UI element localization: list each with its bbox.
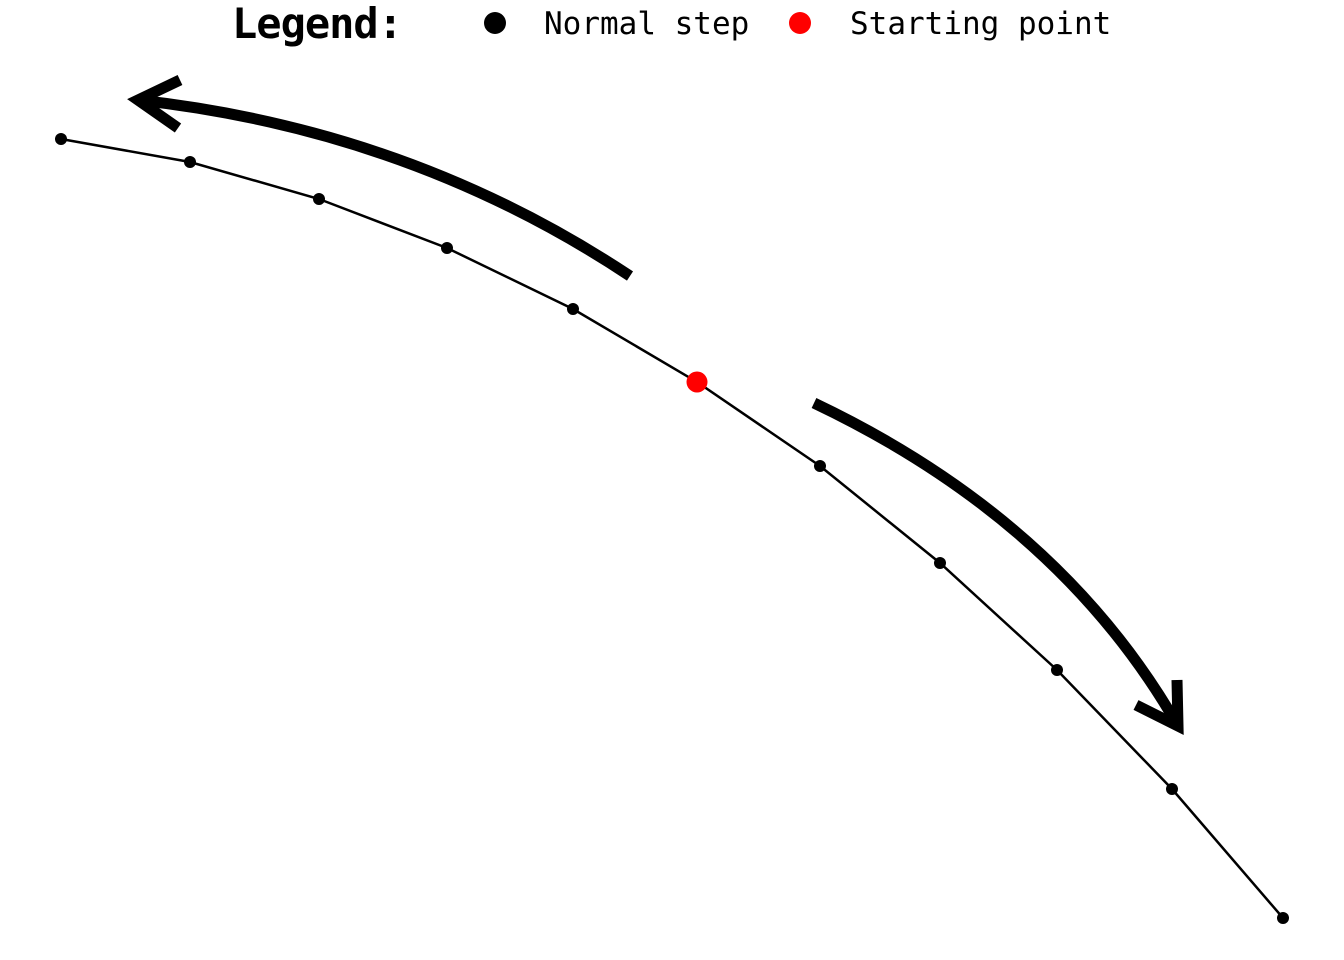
normal-step-point bbox=[1051, 664, 1063, 676]
legend-title: Legend: bbox=[232, 0, 403, 48]
normal-step-point bbox=[934, 557, 946, 569]
starting-point bbox=[686, 371, 708, 393]
legend: Legend: Normal step Starting point bbox=[0, 0, 1344, 52]
normal-step-point bbox=[441, 242, 453, 254]
normal-step-legend-marker bbox=[484, 12, 506, 34]
normal-step-point bbox=[814, 460, 826, 472]
normal-step-point bbox=[1277, 912, 1289, 924]
curved-arrow-left-icon bbox=[127, 75, 634, 281]
starting-point-legend-marker bbox=[789, 12, 811, 34]
normal-step-point bbox=[313, 193, 325, 205]
normal-step-point bbox=[184, 156, 196, 168]
starting-point-legend-label: Starting point bbox=[850, 6, 1112, 42]
curved-arrow-down-right-icon bbox=[811, 398, 1184, 735]
normal-step-point bbox=[1166, 783, 1178, 795]
normal-step-legend-label: Normal step bbox=[544, 6, 750, 42]
normal-step-point bbox=[55, 133, 67, 145]
normal-step-point bbox=[567, 303, 579, 315]
step-path-line bbox=[60, 137, 1284, 919]
